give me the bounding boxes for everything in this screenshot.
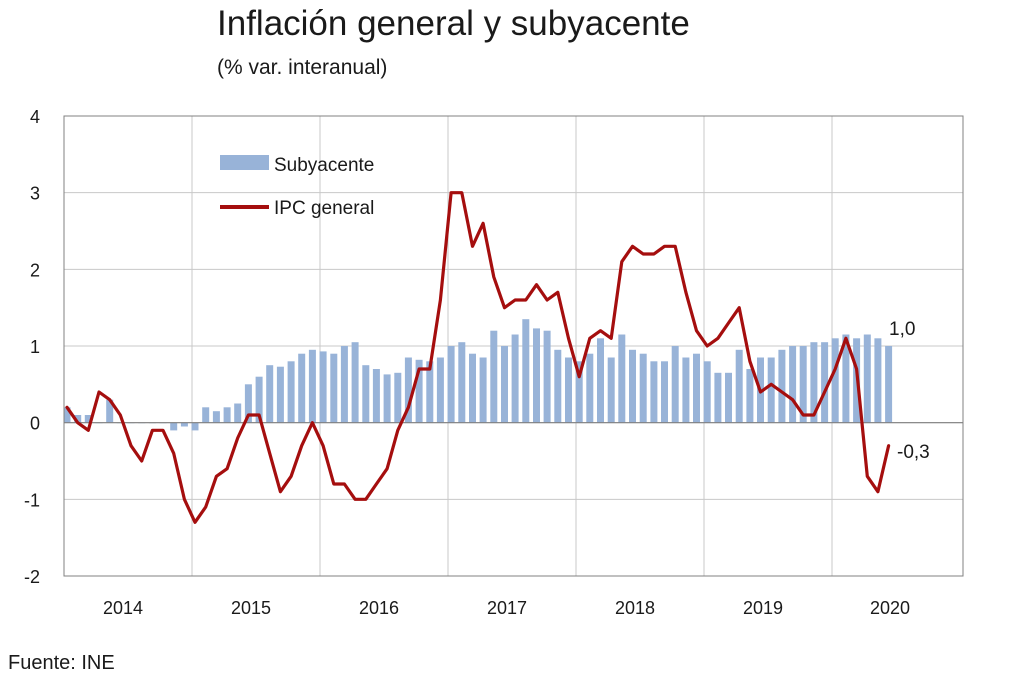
bar-subyacente	[565, 357, 572, 423]
x-tick-label: 2016	[359, 598, 399, 618]
bar-subyacente	[394, 372, 402, 423]
bar-subyacente	[362, 365, 370, 423]
bar-subyacente	[170, 422, 178, 431]
bar-subyacente	[223, 407, 231, 423]
bar-subyacente	[84, 415, 92, 423]
line-ipc-general	[65, 191, 891, 524]
bar-subyacente	[575, 361, 583, 423]
bar-subyacente	[618, 334, 626, 423]
bar-subyacente	[298, 353, 306, 423]
bar-subyacente	[106, 399, 114, 423]
x-tick-label: 2014	[103, 598, 143, 618]
bar-subyacente	[522, 319, 530, 423]
bar-subyacente	[767, 357, 775, 423]
bar-subyacente	[351, 342, 359, 423]
bar-subyacente	[639, 353, 647, 423]
bar-subyacente	[543, 330, 551, 423]
bar-subyacente	[404, 357, 412, 423]
bar-subyacente	[586, 353, 594, 423]
bar-subyacente	[469, 353, 476, 423]
bar-subyacente	[458, 342, 466, 423]
bar-subyacente	[821, 342, 829, 423]
bar-subyacente	[597, 338, 604, 423]
bar-subyacente	[415, 359, 423, 423]
bar-subyacente	[799, 346, 807, 423]
bar-subyacente	[682, 357, 690, 423]
source-note: Fuente: INE	[8, 652, 115, 674]
bar-subyacente	[703, 361, 711, 423]
bar-subyacente	[725, 372, 732, 423]
bar-subyacente	[266, 365, 274, 423]
bar-subyacente	[511, 334, 519, 423]
bar-subyacente	[436, 357, 444, 423]
x-tick-label: 2015	[231, 598, 271, 618]
bar-subyacente	[276, 366, 284, 423]
bar-subyacente	[885, 346, 893, 423]
bar-subyacente	[255, 376, 263, 423]
bar-subyacente	[533, 328, 540, 423]
legend-label-subyacente: Subyacente	[274, 155, 374, 176]
bar-subyacente	[319, 351, 327, 423]
bar-subyacente	[308, 349, 316, 423]
legend-label-ipc-general: IPC general	[274, 198, 374, 219]
bar-subyacente	[287, 361, 295, 423]
bar-subyacente	[661, 361, 668, 423]
bar-subyacente	[842, 334, 850, 423]
y-tick-label: 1	[30, 337, 40, 357]
bar-subyacente	[746, 369, 754, 423]
x-tick-label: 2020	[870, 598, 910, 618]
bar-subyacente	[629, 349, 636, 423]
bar-subyacente	[234, 403, 242, 423]
bar-subyacente	[74, 415, 82, 423]
bar-subyacente	[874, 338, 882, 423]
chart-title: Inflación general y subyacente	[217, 4, 690, 43]
bar-subyacente	[650, 361, 658, 423]
bar-subyacente	[735, 349, 743, 423]
end-label-ipc-general: -0,3	[897, 442, 930, 463]
x-tick-label: 2018	[615, 598, 655, 618]
bar-subyacente	[607, 357, 615, 423]
bar-subyacente	[490, 330, 498, 423]
y-tick-label: 0	[30, 414, 40, 434]
bar-subyacente	[714, 372, 722, 423]
bar-subyacente	[447, 346, 455, 423]
bar-subyacente	[383, 374, 391, 423]
bar-subyacente	[191, 422, 199, 431]
chart-subtitle: (% var. interanual)	[217, 56, 388, 79]
bar-subyacente	[244, 384, 252, 423]
bar-subyacente	[693, 353, 700, 423]
bar-subyacente	[501, 346, 508, 423]
bar-subyacente	[671, 346, 679, 423]
y-tick-label: -2	[24, 567, 40, 587]
x-tick-label: 2019	[743, 598, 783, 618]
bar-subyacente	[831, 338, 839, 423]
bar-subyacente	[63, 407, 71, 423]
bar-subyacente	[810, 342, 818, 423]
y-tick-label: -1	[24, 490, 40, 510]
y-tick-label: 4	[30, 107, 40, 127]
bar-subyacente	[212, 411, 220, 423]
bar-subyacente	[554, 349, 562, 423]
y-tick-label: 2	[30, 260, 40, 280]
bar-subyacente	[479, 357, 487, 423]
end-label-subyacente: 1,0	[889, 319, 915, 340]
x-tick-label: 2017	[487, 598, 527, 618]
legend-swatch-subyacente	[220, 155, 269, 170]
bar-subyacente	[789, 346, 797, 423]
bar-subyacente	[330, 353, 338, 423]
bar-subyacente	[202, 407, 210, 423]
bar-subyacente	[426, 361, 434, 423]
bar-subyacente	[180, 422, 188, 427]
plot-frame	[63, 115, 964, 577]
y-tick-label: 3	[30, 184, 40, 204]
bar-subyacente	[863, 334, 871, 423]
bar-subyacente	[340, 346, 348, 423]
bar-subyacente	[372, 369, 380, 423]
bar-subyacente	[778, 349, 786, 423]
